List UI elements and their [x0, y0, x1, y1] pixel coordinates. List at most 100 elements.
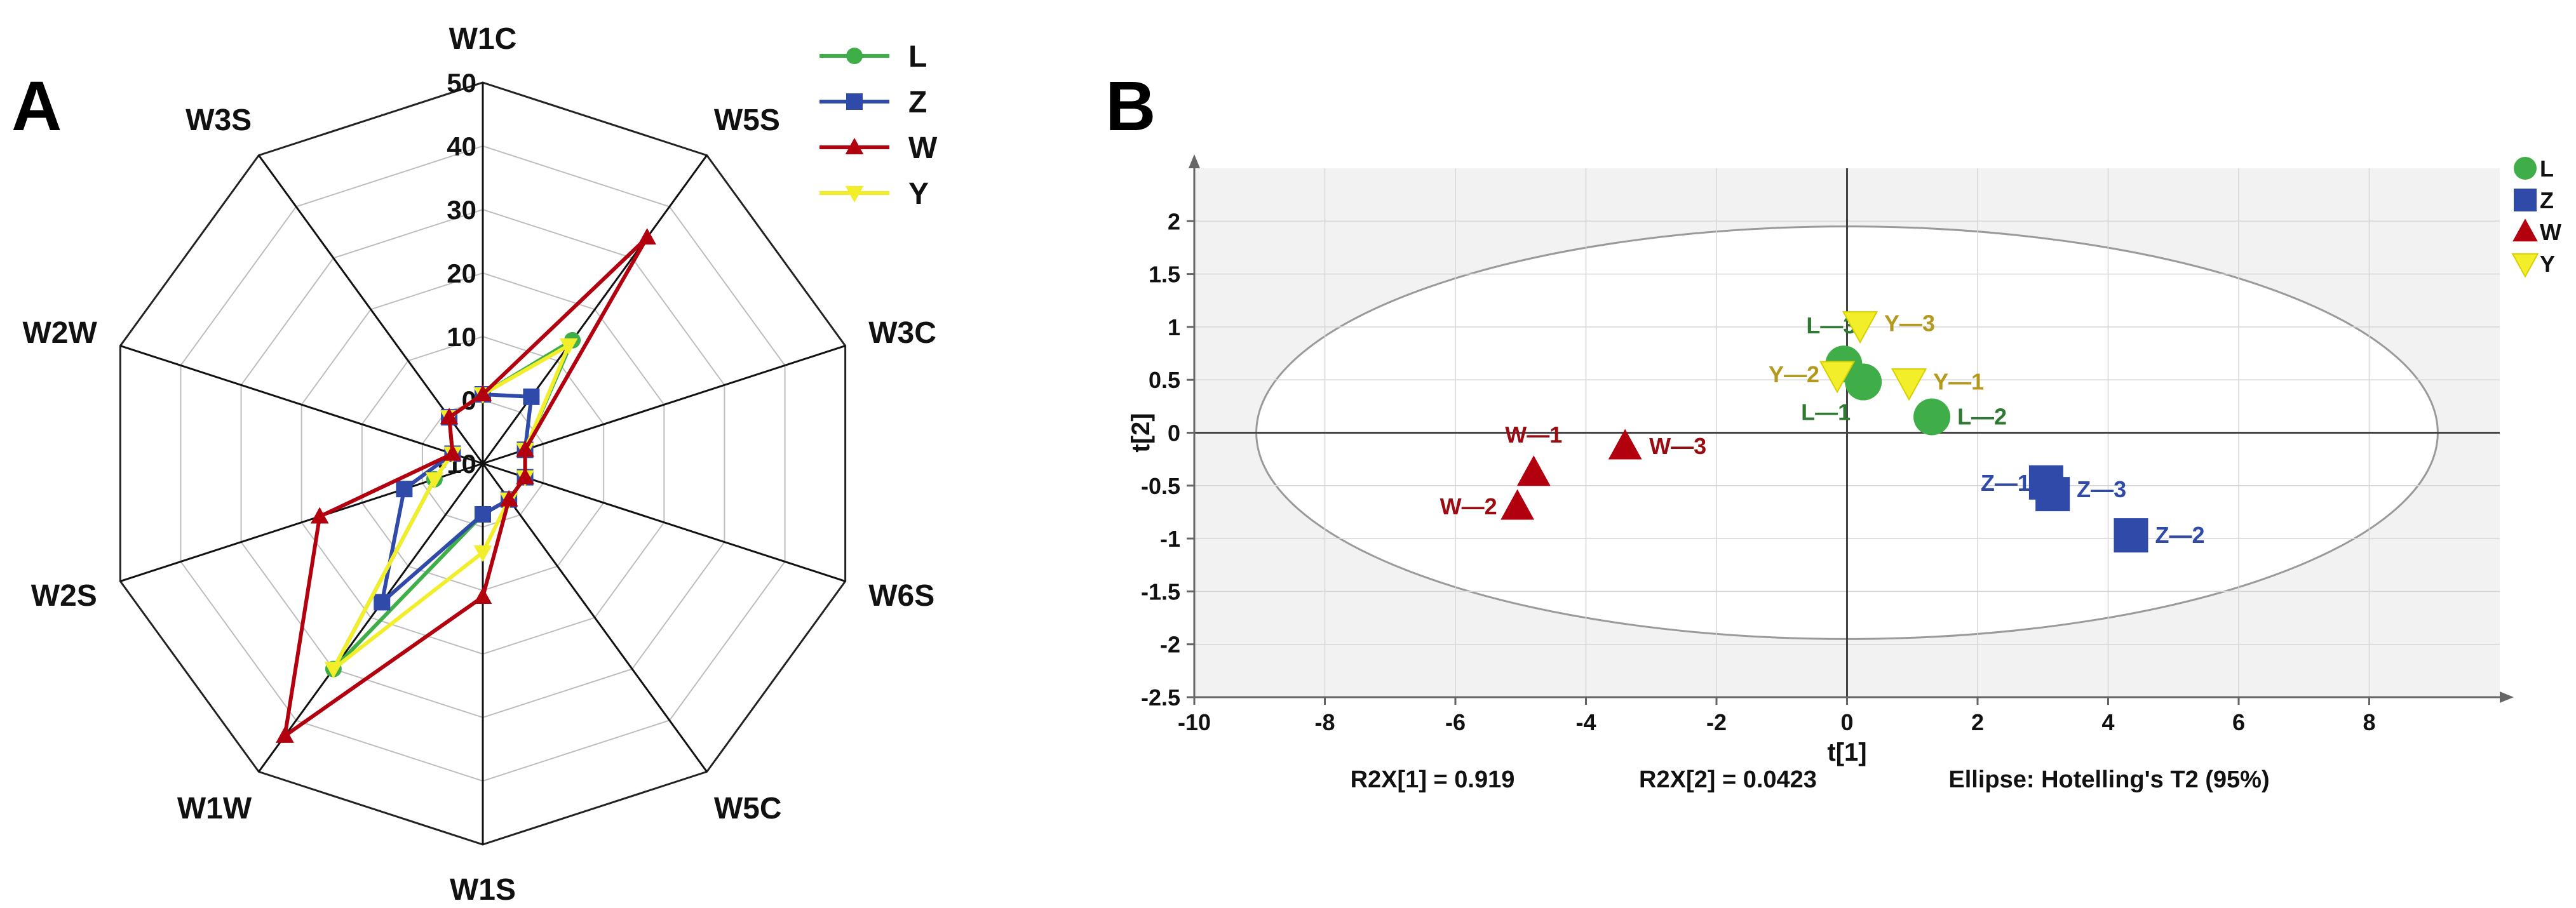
x-tick-label: 4 [2101, 709, 2114, 735]
radar-spoke [119, 345, 483, 465]
radar-point-w [276, 726, 294, 743]
radar-tick-label: 10 [447, 322, 476, 352]
radar-point-w [473, 587, 492, 604]
y-tick-label: -1 [1160, 526, 1180, 552]
pca-legend-label-l: L [2540, 156, 2554, 182]
y-axis-title: t[2] [1127, 413, 1155, 452]
pca-legend-marker-w [2512, 218, 2538, 242]
pca-point-z [2035, 477, 2070, 512]
pca-score-plot: -10 -8 -6 -4 -2 0 2 4 6 8 -2.5 -2 -1.5 -1 -0.5 0 0.5 1 1.5… [1127, 154, 2561, 793]
pca-point-w [1516, 455, 1551, 486]
pca-legend-label-w: W [2540, 219, 2561, 245]
radar-spoke [482, 345, 846, 465]
pca-legend-label-y: Y [2540, 251, 2555, 277]
radar-point-w [516, 440, 534, 457]
pca-point-label: Z—2 [2155, 522, 2204, 548]
r2x2-label: R2X[2] = 0.0423 [1639, 766, 1817, 793]
legend-label-l: L [908, 40, 927, 74]
radar-axis-label-w5s: W5S [714, 103, 780, 137]
legend-marker-w [845, 138, 864, 155]
legend-label-z: Z [908, 86, 927, 119]
y-tick-label: 0 [1168, 420, 1180, 446]
radar-point-z [396, 481, 413, 498]
y-axis-arrow [1189, 154, 1200, 168]
y-tick-label: -2 [1160, 632, 1180, 658]
radar-axis-label-w5c: W5C [714, 792, 782, 825]
pca-point-l [1913, 398, 1951, 436]
pca-point-label: W—3 [1649, 433, 1706, 459]
radar-point-w [443, 444, 462, 461]
y-tick-label: -0.5 [1141, 473, 1180, 499]
x-tick-label: 0 [1840, 709, 1853, 735]
y-tick-label: 1 [1168, 314, 1180, 340]
x-tick-label: 2 [1971, 709, 1984, 735]
radar-tick-label: 20 [447, 258, 476, 288]
x-tick-label: -6 [1445, 709, 1466, 735]
radar-spoke [258, 463, 484, 773]
radar-spoke [119, 462, 483, 582]
radar-point-w [638, 228, 656, 245]
x-axis-title: t[1] [1827, 738, 1866, 766]
x-axis-arrow [2500, 691, 2514, 703]
legend-marker-z [846, 93, 863, 110]
x-tick-label: 6 [2232, 709, 2245, 735]
pca-point-y [1819, 361, 1856, 394]
pca-point-z [2114, 518, 2148, 553]
pca-point-y [1891, 368, 1927, 401]
pca-point-label: Y—3 [1884, 310, 1935, 337]
radar-axis-label-w1c: W1C [449, 22, 517, 56]
panel-b-label: B [1105, 67, 1156, 145]
pca-point-label: Z—3 [2077, 476, 2126, 502]
pca-legend-label-z: Z [2540, 187, 2554, 213]
pca-point-y [1842, 311, 1878, 344]
radar-tick-label: 40 [447, 131, 476, 161]
x-tick-label: -4 [1575, 709, 1596, 735]
radar-spoke [482, 154, 708, 464]
pca-legend-marker-l [2514, 157, 2537, 180]
pca-point-w [1500, 489, 1535, 520]
radar-axis-label-w2w: W2W [22, 316, 97, 350]
radar-point-z [374, 594, 391, 611]
r2x1-label: R2X[1] = 0.919 [1351, 766, 1515, 793]
pca-point-label: Y—1 [1933, 369, 1984, 395]
radar-point-w [499, 490, 518, 507]
radar-tick-label: 30 [447, 195, 476, 225]
x-tick-label: -2 [1706, 709, 1727, 735]
radar-point-y [425, 472, 444, 489]
y-tick-label: -2.5 [1141, 684, 1180, 711]
radar-axis-label-w3c: W3C [868, 316, 936, 350]
x-tick-label: -8 [1314, 709, 1335, 735]
radar-point-z [523, 388, 540, 405]
radar-spoke [482, 462, 846, 582]
y-tick-label: 1.5 [1149, 262, 1180, 288]
radar-axis-label-w2s: W2S [31, 579, 97, 613]
ellipse-note: Ellipse: Hotelling's T2 (95%) [1948, 766, 2269, 793]
pca-point-label: W—1 [1505, 422, 1562, 448]
y-tick-label: 2 [1168, 208, 1180, 234]
radar-point-w [473, 385, 492, 402]
radar-axis-label-w1s: W1S [450, 873, 516, 907]
x-tick-label: -10 [1178, 709, 1211, 735]
pca-legend-marker-z [2514, 189, 2537, 211]
pca-point-label: W—2 [1440, 493, 1497, 519]
pca-legend-marker-y [2511, 253, 2539, 278]
radar-spoke [482, 463, 708, 773]
legend-marker-y [845, 185, 864, 203]
y-tick-label: -1.5 [1141, 578, 1180, 604]
radar-point-w [516, 467, 534, 484]
panel-a-label: A [11, 67, 62, 145]
x-tick-label: 8 [2363, 709, 2375, 735]
radar-axis-label-w3s: W3S [185, 103, 252, 137]
radar-point-y [559, 338, 578, 355]
radar-chart: -1001020304050W1CW5SW3CW6SW5CW1SW1WW2SW2… [22, 22, 936, 907]
radar-point-y [324, 662, 343, 679]
legend-label-w: W [908, 131, 938, 165]
legend-marker-l [846, 48, 863, 64]
radar-tick-label: 50 [447, 68, 476, 98]
pca-point-label: L—2 [1957, 404, 2007, 430]
legend-label-y: Y [908, 177, 929, 211]
y-tick-label: 0.5 [1149, 367, 1180, 393]
pca-point-label: Z—1 [1981, 470, 2030, 496]
pca-point-w [1608, 429, 1642, 460]
